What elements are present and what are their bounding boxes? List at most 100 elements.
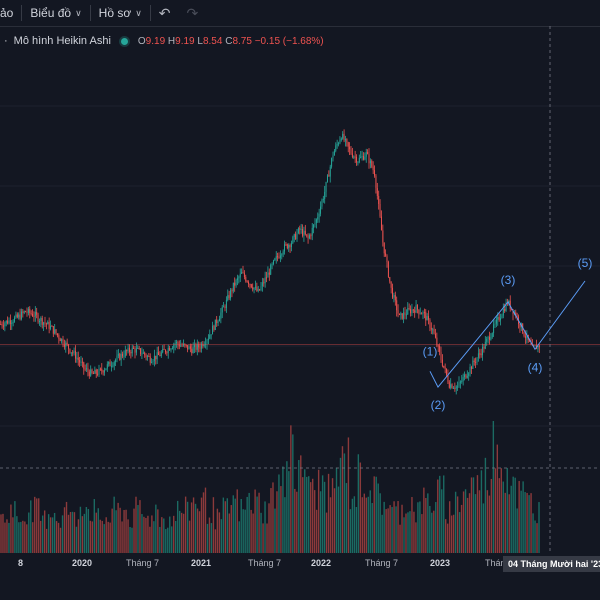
candle-body [371,160,373,167]
volume-bar [300,455,302,553]
candle-body [524,336,526,338]
volume-bar [20,521,22,553]
volume-bar [383,501,385,553]
candle-body [122,353,124,357]
time-axis[interactable]: 8 2020 Tháng 7 2021 Tháng 7 2022 Tháng 7… [0,553,600,575]
candle-body [376,188,378,197]
volume-bar [464,489,467,553]
candle-body [216,319,218,324]
volume-bar [395,506,397,553]
candle-body [77,357,79,361]
volume-bar [14,501,16,553]
volume-bar [77,519,80,553]
volume-bar [274,508,276,553]
volume-bar [276,491,278,553]
candle-body [146,356,148,358]
volume-bar [194,503,197,553]
volume-bar [435,502,437,553]
volume-bar [95,512,97,553]
legend-title[interactable]: Mô hình Heikin Ashi [13,35,111,47]
candle-body [29,308,31,314]
candle-body [248,281,250,285]
volume-bar [431,512,433,553]
candle-body [50,325,52,329]
volume-bar [61,515,64,553]
candle-body [476,357,478,363]
candle-body [33,316,35,318]
partial-menu[interactable]: ảo [0,0,21,26]
candle-body [329,166,331,177]
candle-body [509,300,511,309]
volume-bar [55,521,58,553]
chart-menu-button[interactable]: Biểu đồ ∨ [22,0,89,26]
candle-body [74,350,76,359]
candle-body [1,324,3,326]
candle-body [261,282,263,287]
candle-body [225,299,227,309]
volume-bar [399,524,401,553]
candle-body [314,223,316,225]
candle-body [90,369,92,376]
volume-bar [242,509,244,553]
candle-body [249,284,251,286]
volume-bar [508,494,510,553]
volume-bar [381,514,383,553]
volume-bar [385,509,387,553]
redo-icon[interactable]: ↷ [186,4,199,21]
volume-bar [379,493,381,553]
candle-body [59,338,61,342]
candle-body [498,316,500,321]
candle-body [336,144,338,146]
candle-body [105,368,107,371]
volume-bar [250,509,252,553]
candle-body [501,315,503,319]
volume-bar [258,492,260,553]
candle-body [94,369,96,374]
volume-bar [423,487,425,553]
volume-bar [200,497,203,553]
candle-body [112,365,114,367]
volume-bar [186,501,189,553]
candle-body [488,336,490,340]
volume-bar [421,514,423,553]
candle-body [206,340,208,344]
candle-body [134,348,136,353]
undo-icon[interactable]: ↶ [158,4,171,21]
candle-body [344,138,346,141]
candle-body [382,230,384,243]
candle-body [441,359,443,366]
candle-body [458,382,460,387]
candle-body [443,365,445,368]
candle-body [43,322,45,325]
volume-bar [97,508,99,553]
volume-bar [188,520,191,553]
candle-body [188,346,190,350]
candle-body [79,360,81,363]
volume-bar [226,498,229,553]
candle-body [218,318,220,322]
candle-body [465,374,467,378]
volume-bar [298,460,300,553]
candle-body [400,313,402,315]
volume-bar [180,512,183,553]
candle-body [158,352,160,356]
price-chart[interactable]: (1) (2) (3) (4) (5) [0,26,600,553]
candle-body [40,317,42,322]
candle-body [19,314,21,319]
profile-menu-button[interactable]: Hồ sơ ∨ [91,0,150,26]
candle-body [274,258,276,261]
volume-bar [502,481,504,553]
candle-body [338,143,340,145]
volume-bar [311,478,314,553]
candle-body [126,350,128,352]
candle-body [383,242,385,254]
candle-body [389,276,391,282]
volume-bar [480,470,483,553]
candle-body [32,313,34,317]
candle-body [372,166,374,171]
volume-bar [262,523,264,553]
volume-bar [127,519,129,553]
candle-body [380,216,382,231]
candle-body [302,228,304,236]
volume-bar [216,508,219,553]
